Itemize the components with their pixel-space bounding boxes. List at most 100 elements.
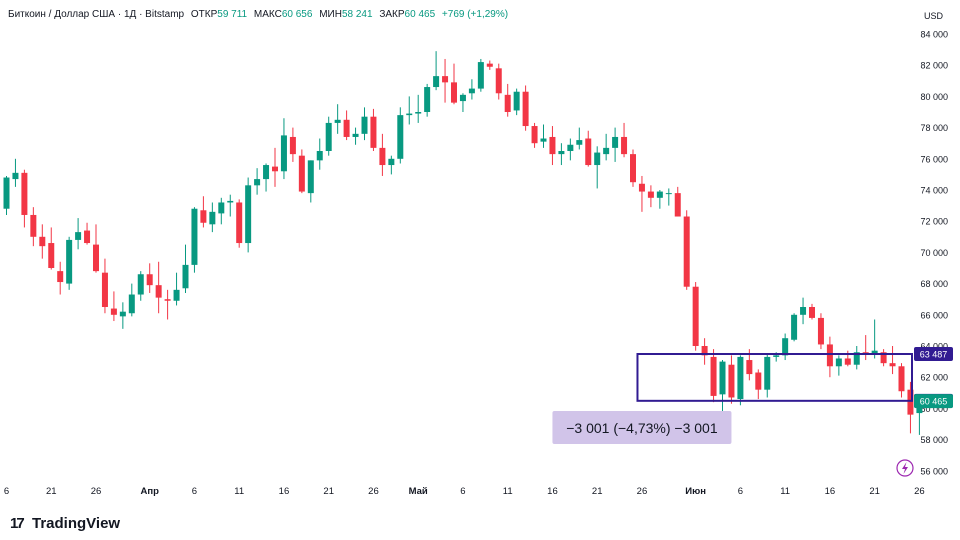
candle-body	[683, 216, 690, 287]
candle-body	[853, 352, 860, 365]
y-tick-label: 72 000	[920, 217, 948, 227]
candle	[522, 85, 529, 131]
candle	[334, 104, 341, 134]
candle-body	[352, 133, 359, 137]
candle-body	[254, 179, 261, 186]
candle-body	[334, 119, 341, 123]
candle-body	[692, 286, 699, 346]
y-tick-label: 82 000	[920, 61, 948, 71]
candle	[155, 261, 162, 314]
candle	[388, 155, 395, 175]
candle-body	[316, 151, 323, 161]
candle-body	[594, 152, 601, 166]
candle-body	[424, 87, 431, 112]
candle	[468, 79, 475, 100]
candle	[227, 194, 234, 217]
candle-body	[173, 289, 180, 301]
candle-body	[48, 243, 55, 268]
candle	[307, 160, 314, 203]
candle	[352, 127, 359, 145]
x-tick-label: 16	[279, 486, 290, 497]
candle	[764, 353, 771, 398]
candle	[791, 313, 798, 342]
candle	[692, 282, 699, 351]
price-range-rectangle	[636, 353, 913, 402]
candle	[433, 51, 440, 91]
candle-body	[800, 307, 807, 315]
candle-body	[30, 214, 37, 237]
candle	[21, 169, 28, 228]
candle-body	[844, 358, 851, 365]
x-tick-label: 21	[323, 486, 334, 497]
candle-body	[665, 193, 672, 195]
symbol-name[interactable]: Биткоин / Доллар США · 1Д · Bitstamp	[8, 9, 185, 20]
candle-body	[907, 389, 914, 415]
candle-body	[361, 116, 368, 134]
candle-body	[325, 122, 332, 151]
currency-label[interactable]: USD	[924, 11, 944, 21]
candle-body	[826, 344, 833, 367]
candle	[800, 297, 807, 325]
candle-body	[540, 138, 547, 142]
candle	[245, 177, 252, 253]
candle-body	[809, 307, 815, 318]
candle-body	[495, 68, 502, 94]
candle-body	[182, 264, 189, 289]
candle	[57, 261, 64, 295]
tradingview-logo[interactable]: 17 TradingView	[10, 515, 120, 532]
candle-body	[898, 366, 905, 392]
candle	[701, 338, 708, 365]
candle	[93, 224, 99, 273]
price-tag: 60 465	[914, 394, 953, 409]
x-tick-label: 26	[914, 486, 925, 497]
candle	[638, 175, 645, 212]
candle	[12, 158, 19, 187]
candle	[84, 222, 91, 245]
candle-body	[272, 166, 278, 172]
y-tick-label: 74 000	[920, 186, 948, 196]
candle	[495, 63, 502, 100]
candle	[182, 244, 189, 293]
y-tick-label: 70 000	[920, 248, 948, 258]
candle-body	[746, 360, 753, 375]
y-tick-label: 56 000	[920, 466, 948, 476]
candle	[728, 355, 735, 404]
candle-body	[343, 119, 350, 137]
y-tick-label: 58 000	[920, 435, 948, 445]
tradingview-logo-icon: 17	[10, 515, 25, 532]
high-label: МАКС	[253, 9, 282, 20]
candle-body	[119, 311, 126, 317]
candle	[164, 289, 171, 320]
candle	[280, 118, 287, 180]
candle-body	[576, 140, 583, 145]
lightning-icon	[896, 459, 914, 477]
candle	[782, 333, 789, 361]
candle-body	[782, 338, 789, 356]
candle	[567, 138, 574, 161]
candle-body	[236, 202, 243, 244]
candle	[119, 302, 126, 329]
price-tag-text: 63 487	[920, 350, 948, 360]
candle	[889, 346, 896, 375]
candle	[39, 224, 46, 259]
y-tick-label: 64 000	[920, 342, 948, 352]
y-tick-label: 62 000	[920, 373, 948, 383]
candle	[809, 303, 815, 320]
candle-body	[191, 208, 198, 265]
x-tick-label: 21	[46, 486, 57, 497]
y-tick-label: 68 000	[920, 279, 948, 289]
candle-body	[164, 299, 171, 301]
candle-body	[674, 193, 681, 217]
x-tick-label: Апр	[140, 486, 159, 497]
candle-body	[549, 136, 556, 155]
candle	[370, 108, 377, 151]
candle-body	[791, 314, 798, 340]
candle	[191, 207, 198, 273]
candle-body	[110, 308, 117, 315]
x-tick-label: 6	[192, 486, 197, 497]
candle-body	[459, 94, 466, 102]
candle-body	[773, 355, 780, 357]
candle	[513, 88, 520, 116]
candle-body	[245, 185, 252, 244]
